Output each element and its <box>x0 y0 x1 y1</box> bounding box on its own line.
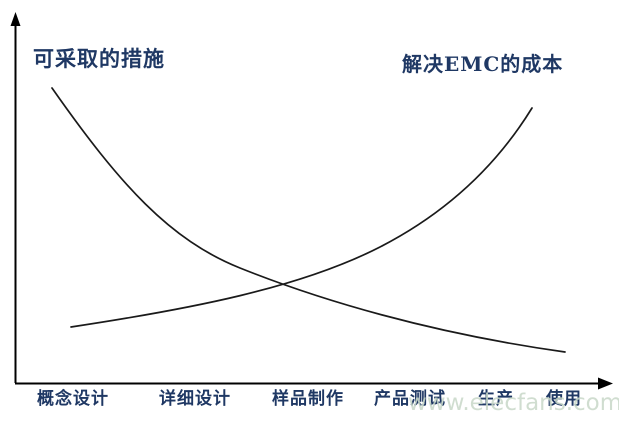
x-tick-label-detailed-design: 详细设计 <box>159 389 231 409</box>
x-tick-label-usage: 使用 <box>546 389 582 409</box>
x-axis-arrow-icon <box>598 377 613 390</box>
curve-label-cost: 解决EMC的成本 <box>402 52 564 76</box>
x-axis-tick-labels: 概念设计 详细设计 样品制作 产品测试 生产 使用 <box>0 389 619 415</box>
curve-label-measures: 可采取的措施 <box>33 46 165 71</box>
x-tick-label-product-test: 产品测试 <box>374 389 446 409</box>
x-tick-label-concept-design: 概念设计 <box>37 389 109 409</box>
curve-measures <box>51 87 566 353</box>
y-axis-arrow-icon <box>10 12 21 26</box>
curve-cost <box>70 107 533 328</box>
x-tick-label-production: 生产 <box>478 389 514 409</box>
x-tick-label-prototype: 样品制作 <box>272 389 344 409</box>
